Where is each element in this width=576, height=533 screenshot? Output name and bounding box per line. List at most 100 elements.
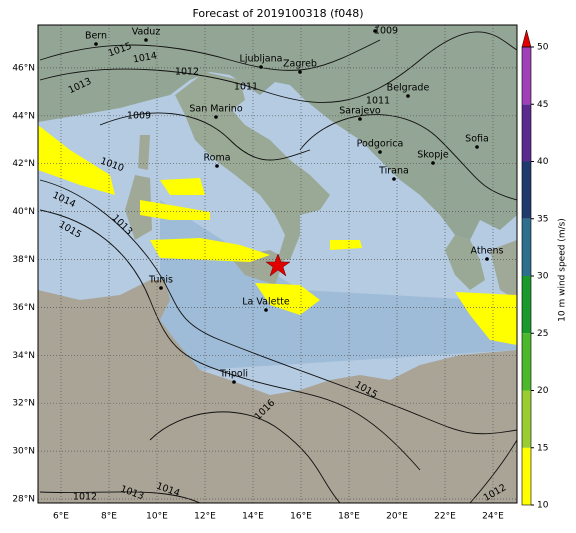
city-label: Tripoli [219,369,248,380]
city-dot [159,286,163,290]
city-label: Sarajevo [339,106,381,117]
city-label: Bern [85,31,107,42]
land-turkey [490,240,517,300]
lat-tick-label: 34°N [12,351,35,361]
colorbar-tick-label: 30 [537,272,549,282]
colorbar-tick-label: 20 [537,386,549,396]
lon-tick-label: 12°E [194,512,216,522]
land-africa [38,280,517,503]
lat-tick-label: 30°N [12,447,35,457]
colorbar-segment [522,104,531,162]
city-dot [373,29,377,33]
colorbar-tick-label: 10 [537,501,549,511]
colorbar-segment [522,390,531,448]
city-label: San Marino [189,104,242,115]
colorbar-segment [522,447,531,505]
city-label: Roma [203,153,230,164]
city-dot [259,65,263,69]
city-label: Belgrade [387,83,430,94]
city-dot [378,150,382,154]
city-label: Podgorica [357,139,404,150]
lat-tick-label: 42°N [12,159,35,169]
graticule [38,25,517,503]
city-label: Zagreb [283,59,317,70]
colorbar-tick-label: 50 [537,43,549,53]
lon-tick-label: 18°E [338,512,360,522]
isobars [39,31,517,503]
city-dot [94,42,98,46]
land-sardinia [125,175,152,240]
lat-tick-label: 38°N [12,255,35,265]
land-greece [445,235,485,290]
city-dot [406,94,410,98]
deep-sea [160,200,517,370]
city-label: Sofia [465,134,489,145]
isobar-label: 1009 [374,26,398,37]
colorbar: 10 15 20 25 30 35 40 45 50 [521,29,549,511]
colorbar-tick-label: 25 [537,329,548,339]
lat-tick-label: 46°N [12,63,35,73]
lat-tick-label: 40°N [12,207,35,217]
city-label: Tirana [378,166,409,177]
map-frame [37,24,518,504]
lon-tick-label: 24°E [482,512,504,522]
city-label: Skopje [417,150,449,161]
city-dot [392,177,396,181]
lon-tick-label: 16°E [290,512,312,522]
city-label: Ljubljana [240,54,283,65]
isobar-label: 1011 [234,82,258,93]
city-label: Budapest [353,18,398,29]
colorbar-tick-label: 40 [537,157,549,167]
city-dot [431,161,435,165]
lat-tick-label: 32°N [12,399,35,409]
city-dot [214,115,218,119]
isobar-label: 1012 [73,492,97,503]
target-star [265,253,291,277]
land-italy [175,72,330,260]
colorbar-segment [522,333,531,391]
lon-tick-label: 22°E [434,512,456,522]
map-area: 1015101410121013100910111011100910101014… [38,18,517,503]
lon-tick-label: 14°E [242,512,264,522]
isobar-label: 1011 [366,96,390,107]
colorbar-label: 10 m wind speed (m/s) [558,218,568,322]
colorbar-segment [522,218,531,276]
colorbar-tick-label: 35 [537,214,548,224]
colorbar-tick-label: 45 [537,100,548,110]
colorbar-segment [522,276,531,334]
city-dot [475,145,479,149]
city-dot [358,117,362,121]
isobar-label: 1014 [132,50,158,65]
city-dot [232,380,236,384]
title: Forecast of 2019100318 (f048) [192,7,363,20]
axes: 6°E 8°E 10°E 12°E 14°E 16°E 18°E 20°E 22°E 24°E 28… [12,63,504,521]
city-label: Athens [471,246,504,257]
city-dot [215,164,219,168]
city-dot [264,308,268,312]
land-corsica [138,135,150,170]
city-label: La Valette [242,297,290,308]
colorbar-segment [522,161,531,219]
lon-tick-label: 6°E [53,512,69,522]
land-europe [38,25,517,240]
city-dot [298,70,302,74]
lat-tick-label: 36°N [12,303,35,313]
lon-tick-label: 20°E [386,512,408,522]
lon-tick-label: 8°E [101,512,117,522]
wind-highlight [38,125,517,345]
isobar-label: 1009 [127,111,151,122]
colorbar-tick-label: 15 [537,443,548,453]
city-label: Tunis [148,275,173,286]
colorbar-segment [522,47,531,105]
cities: Bern Vaduz Budapest Ljubljana Zagreb Belgrade… [85,18,504,384]
city-label: Vaduz [132,27,161,38]
lon-tick-label: 10°E [146,512,168,522]
lat-tick-label: 28°N [12,495,35,505]
lat-tick-label: 44°N [12,111,35,121]
city-dot [485,257,489,261]
city-dot [144,38,148,42]
colorbar-extend [521,29,532,48]
isobar-label: 1012 [175,67,199,78]
